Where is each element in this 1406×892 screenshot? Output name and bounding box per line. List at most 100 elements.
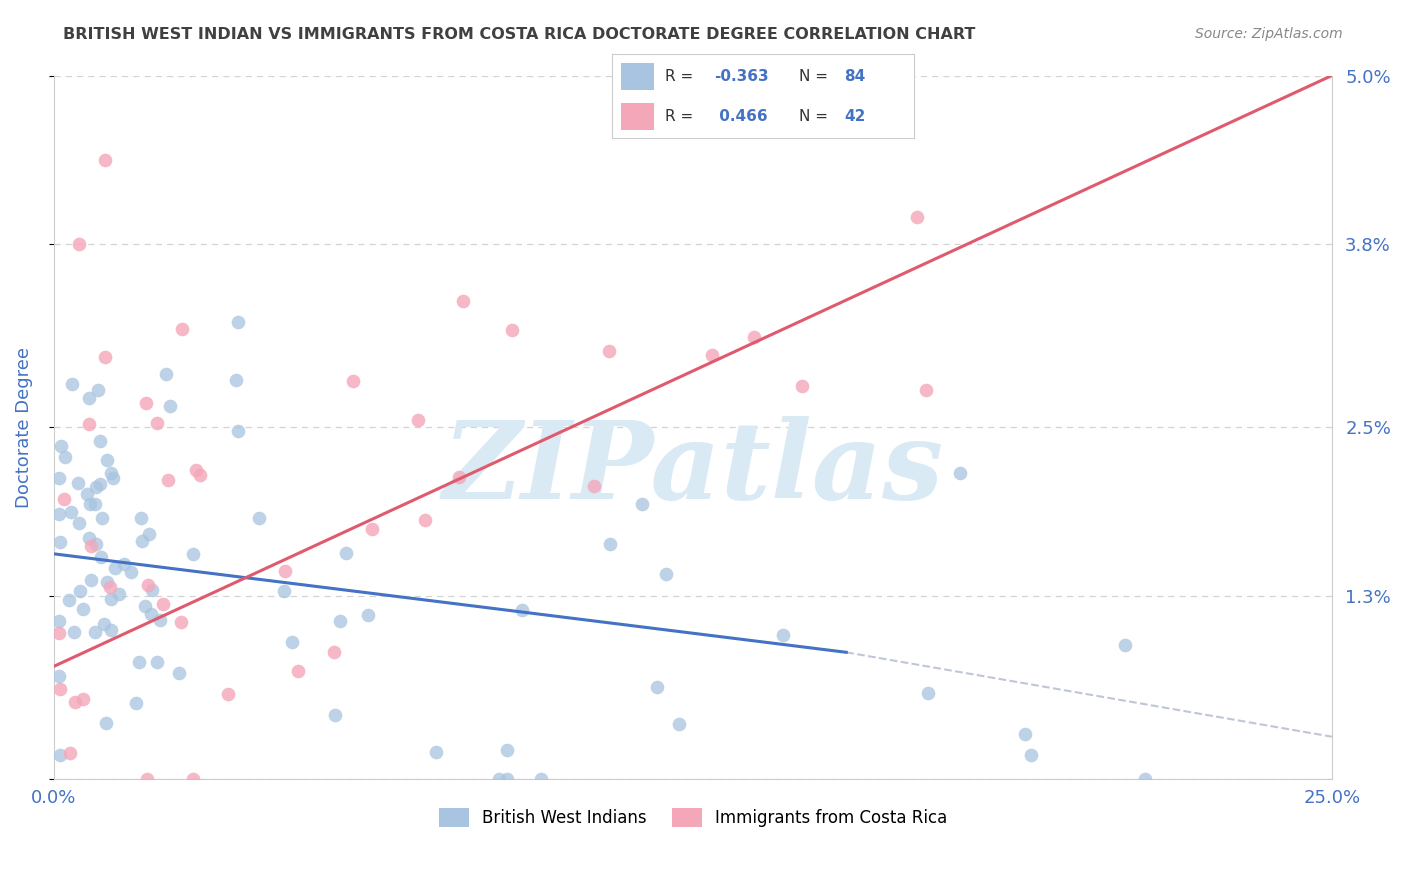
- Point: [128, 655, 150, 669]
- Point: [598, 344, 620, 359]
- Point: [335, 546, 357, 560]
- Point: [329, 614, 352, 628]
- Point: [1133, 772, 1156, 786]
- Point: [599, 537, 621, 551]
- Point: [79, 497, 101, 511]
- Point: [281, 635, 304, 649]
- Point: [94, 153, 117, 167]
- Point: [51, 439, 73, 453]
- Point: [125, 696, 148, 710]
- Point: [72, 602, 94, 616]
- Point: [152, 597, 174, 611]
- Point: [917, 686, 939, 700]
- Point: [224, 373, 246, 387]
- Point: [94, 715, 117, 730]
- Text: -0.363: -0.363: [714, 69, 769, 84]
- Point: [488, 772, 510, 786]
- Point: [84, 497, 107, 511]
- Point: [63, 695, 86, 709]
- Point: [48, 471, 70, 485]
- Point: [59, 746, 82, 760]
- Point: [93, 617, 115, 632]
- FancyBboxPatch shape: [620, 62, 654, 90]
- Point: [86, 537, 108, 551]
- Point: [66, 476, 89, 491]
- Point: [159, 400, 181, 414]
- Point: [98, 580, 121, 594]
- Point: [274, 565, 297, 579]
- Point: [89, 477, 111, 491]
- Point: [149, 613, 172, 627]
- Point: [447, 469, 470, 483]
- Point: [496, 743, 519, 757]
- Point: [226, 315, 249, 329]
- Point: [170, 615, 193, 629]
- Point: [905, 211, 928, 225]
- Point: [512, 603, 534, 617]
- Point: [77, 417, 100, 432]
- Point: [186, 463, 208, 477]
- Point: [60, 505, 83, 519]
- Point: [287, 664, 309, 678]
- Point: [1114, 638, 1136, 652]
- Point: [247, 510, 270, 524]
- Text: R =: R =: [665, 109, 697, 124]
- Point: [49, 535, 72, 549]
- Point: [120, 565, 142, 579]
- Point: [322, 645, 344, 659]
- Point: [108, 587, 131, 601]
- Point: [77, 391, 100, 405]
- Point: [67, 516, 90, 531]
- Point: [48, 507, 70, 521]
- Point: [89, 434, 111, 448]
- Point: [413, 513, 436, 527]
- Point: [80, 539, 103, 553]
- Point: [72, 691, 94, 706]
- Text: 0.466: 0.466: [714, 109, 768, 124]
- Point: [52, 492, 75, 507]
- Point: [63, 625, 86, 640]
- Point: [48, 626, 70, 640]
- Point: [146, 655, 169, 669]
- Point: [582, 479, 605, 493]
- FancyBboxPatch shape: [620, 103, 654, 130]
- Point: [112, 557, 135, 571]
- Point: [100, 466, 122, 480]
- Point: [949, 467, 972, 481]
- Point: [915, 383, 938, 397]
- Point: [49, 682, 72, 697]
- Point: [323, 708, 346, 723]
- Point: [100, 592, 122, 607]
- Text: N =: N =: [799, 69, 832, 84]
- Point: [131, 534, 153, 549]
- Point: [53, 450, 76, 465]
- Text: BRITISH WEST INDIAN VS IMMIGRANTS FROM COSTA RICA DOCTORATE DEGREE CORRELATION C: BRITISH WEST INDIAN VS IMMIGRANTS FROM C…: [63, 27, 976, 42]
- Point: [406, 413, 429, 427]
- Point: [357, 607, 380, 622]
- Point: [134, 599, 156, 613]
- Text: 42: 42: [845, 109, 866, 124]
- Point: [146, 416, 169, 430]
- Point: [141, 607, 163, 622]
- Text: ZIPatlas: ZIPatlas: [443, 417, 943, 523]
- Text: 84: 84: [845, 69, 866, 84]
- Point: [1021, 748, 1043, 763]
- Point: [129, 511, 152, 525]
- Y-axis label: Doctorate Degree: Doctorate Degree: [15, 347, 32, 508]
- Point: [91, 510, 114, 524]
- Point: [67, 237, 90, 252]
- Legend: British West Indians, Immigrants from Costa Rica: British West Indians, Immigrants from Co…: [432, 801, 953, 834]
- Point: [104, 560, 127, 574]
- Point: [84, 480, 107, 494]
- Point: [879, 96, 901, 111]
- Text: N =: N =: [799, 109, 832, 124]
- Point: [342, 374, 364, 388]
- Point: [1014, 727, 1036, 741]
- Point: [48, 669, 70, 683]
- Point: [530, 772, 553, 786]
- Point: [631, 497, 654, 511]
- Point: [645, 680, 668, 694]
- Point: [226, 424, 249, 438]
- Point: [425, 745, 447, 759]
- Point: [217, 687, 239, 701]
